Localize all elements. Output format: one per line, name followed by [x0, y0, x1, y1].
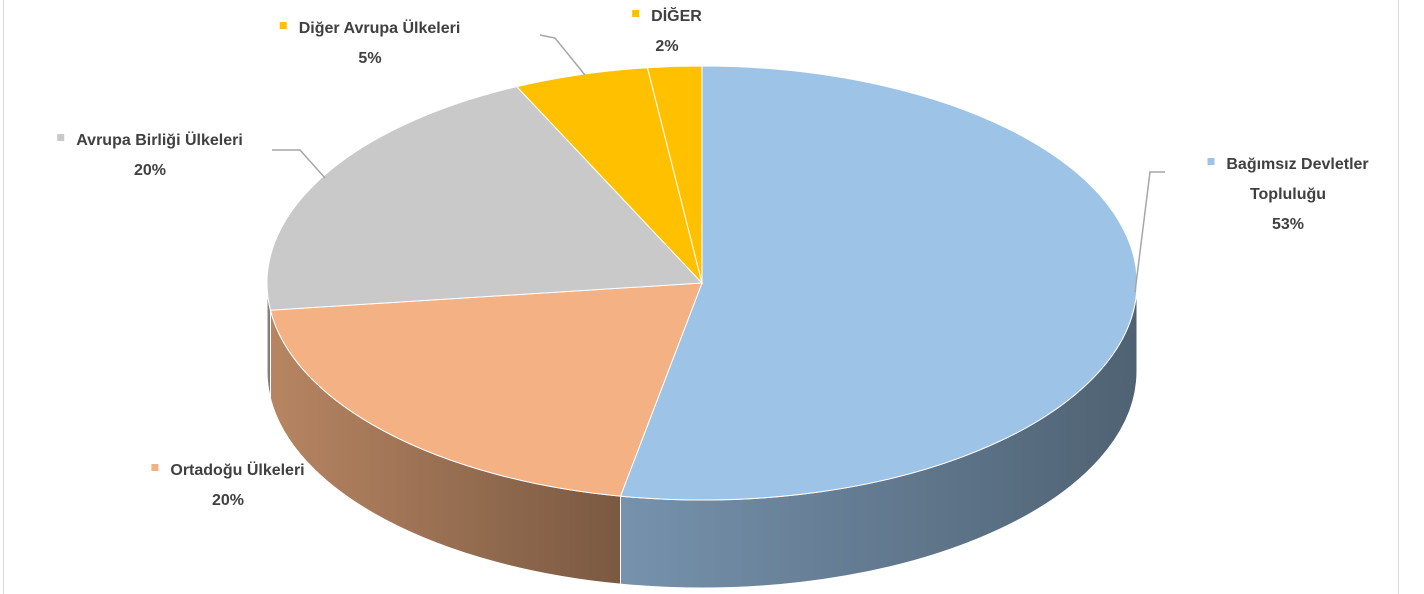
category-label: Ortadoğu Ülkeleri — [170, 462, 305, 479]
percent-label: 5% — [358, 50, 382, 67]
leader-line — [272, 149, 326, 179]
percent-label: 2% — [655, 38, 679, 55]
percent-label: 20% — [133, 162, 167, 179]
slice — [619, 65, 1138, 501]
category-label: Bağımsız Devletler Topluluğu — [1226, 156, 1369, 203]
data-label: Bağımsız Devletler Topluluğu 53% — [1181, 150, 1396, 240]
category-label: Diğer Avrupa Ülkeleri — [298, 20, 461, 37]
slice — [269, 282, 703, 497]
category-label: Avrupa Birliği Ülkeleri — [76, 132, 243, 149]
slice — [646, 65, 703, 284]
category-label: DİĞER — [651, 8, 702, 25]
data-label: Ortadoğu Ülkeleri 20% — [151, 456, 305, 516]
legend-marker — [279, 22, 287, 30]
legend-marker — [57, 134, 65, 142]
data-label: DİĞER 2% — [632, 2, 702, 62]
legend-marker — [151, 464, 159, 472]
frame — [3, 0, 1399, 594]
slice — [266, 86, 704, 311]
data-label: Diğer Avrupa Ülkeleri 5% — [279, 14, 461, 74]
legend-marker — [632, 10, 640, 18]
leader-line — [539, 34, 586, 76]
legend-marker — [1207, 158, 1215, 166]
data-label: Avrupa Birliği Ülkeleri 20% — [57, 126, 243, 186]
leader-line — [1134, 171, 1165, 293]
percent-label: 53% — [1271, 216, 1305, 233]
percent-label: 20% — [211, 492, 245, 509]
